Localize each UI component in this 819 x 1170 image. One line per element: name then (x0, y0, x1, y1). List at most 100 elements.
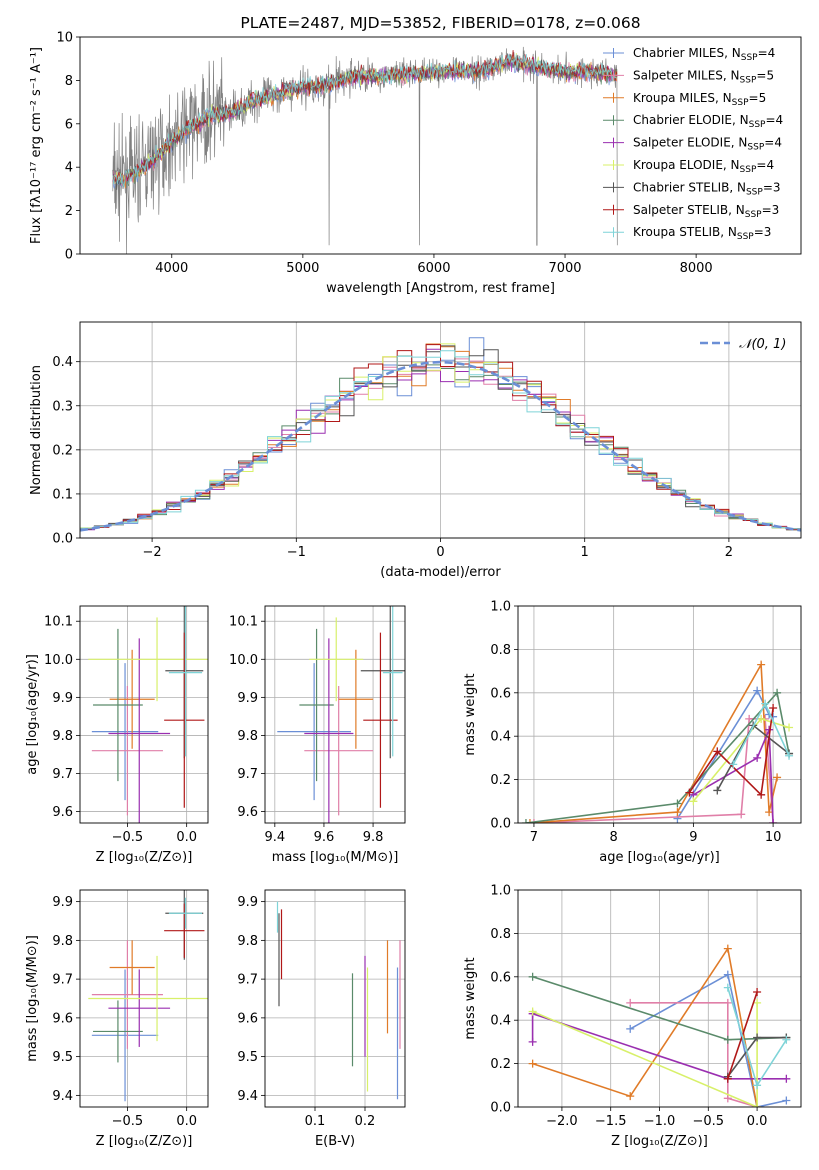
y-tick-label: 4 (65, 161, 73, 176)
x-tick-label: 0.0 (176, 1114, 197, 1129)
y-axis-label: mass [log₁₀(M/M⊙)] (25, 935, 40, 1062)
weight-marker (753, 987, 762, 996)
x-tick-label: −2.0 (546, 1114, 578, 1129)
weight-marker (525, 819, 534, 823)
weight-marker (757, 714, 766, 723)
weight-marker (785, 723, 794, 732)
y-tick-label: 0.0 (490, 1101, 511, 1116)
weight-marker (753, 998, 762, 1007)
x-axis-label: wavelength [Angstrom, rest frame] (326, 281, 555, 296)
y-tick-label: 9.8 (237, 934, 258, 949)
y-tick-label: 9.6 (52, 1011, 73, 1026)
weight-marker (689, 797, 698, 806)
y-tick-label: 9.8 (237, 729, 258, 744)
y-tick-label: 10.1 (44, 615, 73, 630)
x-tick-label: 5000 (286, 261, 319, 276)
weight-line (692, 729, 774, 823)
legend-label-tail: =4 (765, 113, 783, 127)
x-tick-label: −1.5 (595, 1114, 627, 1129)
y-tick-label: 0.3 (52, 399, 73, 414)
y-tick-label: 9.6 (237, 805, 258, 820)
legend-label: Chabrier STELIB, NSSP=3 (633, 180, 781, 197)
legend-label-tail: =3 (754, 225, 772, 239)
weight-marker (782, 1035, 791, 1044)
weight-marker (782, 1074, 791, 1083)
weight-line (532, 1002, 758, 1107)
x-axis-label: (data-model)/error (380, 565, 501, 580)
x-tick-label: 6000 (417, 261, 450, 276)
y-axis-label: Normed distribution (29, 365, 44, 495)
legend-label-sub: SSP (740, 165, 757, 175)
x-tick-label: 10 (765, 830, 782, 845)
y-tick-label: 9.4 (237, 1089, 258, 1104)
weight-marker (713, 747, 722, 756)
x-tick-label: 9.6 (314, 830, 335, 845)
y-tick-label: 0.4 (52, 355, 73, 370)
spectrum-frame (79, 36, 802, 255)
legend-label-tail: =4 (756, 158, 774, 172)
z_age-frame (79, 605, 209, 824)
age_weight-frame (517, 605, 802, 824)
x-tick-label: −1 (287, 545, 306, 560)
y-tick-label: 9.8 (52, 729, 73, 744)
axes-age_weight: 7 8 9 10 0.0 0.2 0.4 0.6 0.8 1.0 (490, 600, 801, 845)
weight-marker (723, 998, 732, 1007)
weight-marker (785, 751, 794, 760)
errorbar-points (88, 606, 208, 823)
y-tick-label: 6 (65, 117, 73, 132)
x-tick-label: −0.5 (693, 1114, 725, 1129)
weight-marker (753, 1081, 762, 1090)
weight-marker (685, 788, 694, 797)
legend-label-text: Kroupa MILES, N (633, 91, 732, 105)
legend-label-sub: SSP (741, 53, 758, 63)
legend-label-tail: =4 (764, 136, 782, 150)
weight-line (630, 1002, 758, 1107)
legend-label-text: Chabrier STELIB, N (633, 180, 746, 194)
y-axis-label: age [log₁₀(age/yr)] (25, 654, 40, 775)
errorbar-points (277, 606, 405, 823)
y-tick-label: 0.0 (52, 532, 73, 547)
weight-marker (729, 760, 738, 769)
y-tick-label: 0.0 (490, 817, 511, 832)
y-tick-label: 10.0 (44, 653, 73, 668)
weight-marker (673, 799, 682, 808)
x-axis-label: Z [log₁₀(Z/Z⊙)] (611, 1134, 708, 1149)
z_mass-frame (79, 889, 209, 1108)
legend-label: Kroupa ELODIE, NSSP=4 (633, 158, 774, 175)
errorbar-points (276, 901, 401, 1100)
y-tick-label: 9.9 (237, 895, 258, 910)
legend-label-text: Salpeter STELIB, N (633, 203, 745, 217)
y-tick-label: 9.9 (52, 691, 73, 706)
axes-z_age: −0.5 0.0 9.6 9.7 9.8 9.9 10.0 10.1 (44, 606, 208, 845)
y-tick-label: 9.9 (237, 691, 258, 706)
weight-marker (761, 699, 770, 708)
weight-line (688, 707, 774, 797)
weight-marker (745, 714, 754, 723)
x-tick-label: 8 (610, 830, 618, 845)
x-tick-label: −0.5 (112, 830, 144, 845)
weight-marker (723, 944, 732, 953)
y-tick-label: 10 (56, 31, 73, 46)
y-tick-label: 0.8 (490, 927, 511, 942)
x-axis-label: Z [log₁₀(Z/Z⊙)] (96, 1134, 193, 1149)
x-tick-label: 9.8 (363, 830, 384, 845)
x-tick-label: 4000 (155, 261, 188, 276)
weight-line (525, 691, 790, 823)
weight-marker (753, 753, 762, 762)
legend-label-text: Chabrier ELODIE, N (633, 113, 749, 127)
x-tick-label: −0.5 (112, 1114, 144, 1129)
errorbar-points (88, 890, 208, 1102)
y-tick-label: 9.9 (52, 895, 73, 910)
x-tick-label: 0 (436, 545, 444, 560)
x-axis-label: age [log₁₀(age/yr)] (599, 850, 720, 865)
spectrum-lines (112, 46, 618, 254)
ebv_mass-frame (264, 889, 406, 1108)
y-tick-label: 0.4 (490, 1014, 511, 1029)
legend-label-tail: =3 (763, 180, 781, 194)
legend-label-sub: SSP (745, 210, 762, 220)
legend-label-text: Salpeter ELODIE, N (633, 136, 747, 150)
weight-marker (528, 1059, 537, 1068)
legend-label: Salpeter MILES, NSSP=5 (633, 68, 774, 85)
